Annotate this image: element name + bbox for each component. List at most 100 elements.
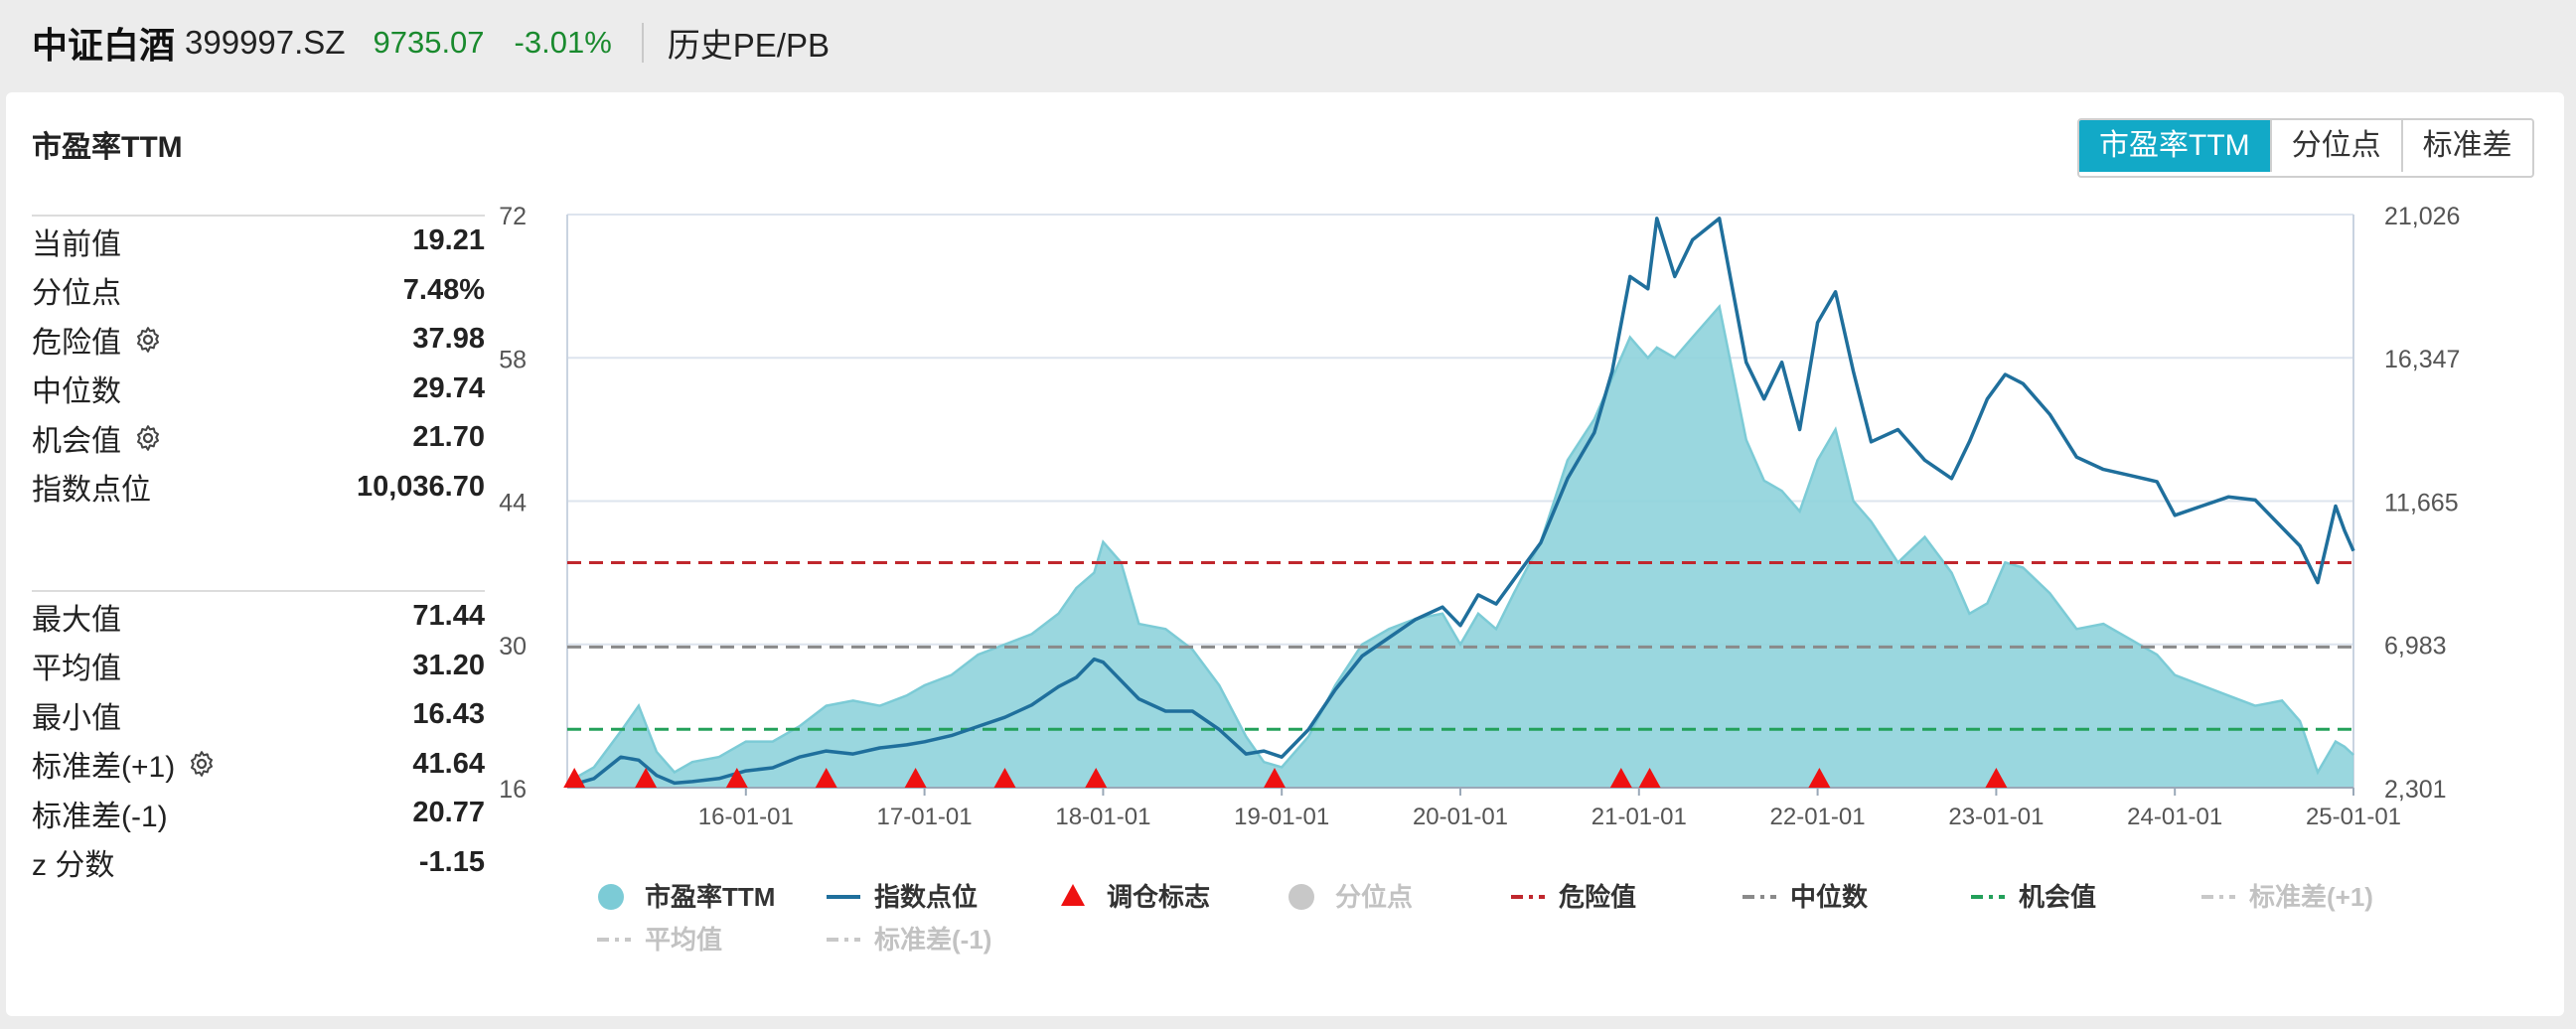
pe-ttm-button[interactable]: 市盈率TTM	[2079, 120, 2270, 172]
legend-chance[interactable]: 机会值	[1971, 882, 2096, 912]
stat-label: 中位数	[32, 375, 121, 409]
gear-icon[interactable]	[133, 423, 163, 453]
stat-value: 71.44	[412, 600, 485, 633]
stat-value: 21.70	[412, 421, 485, 454]
legend-symbol	[598, 884, 624, 910]
x-tick-label: 22-01-01	[1770, 804, 1866, 830]
x-tick-label: 24-01-01	[2127, 804, 2222, 830]
percentile-button[interactable]: 分位点	[2269, 120, 2401, 172]
stat-value: 16.43	[412, 698, 485, 731]
legend-std-plus[interactable]: 标准差(+1)	[2201, 882, 2373, 912]
stat-row: 当前值 19.21	[32, 217, 485, 266]
stat-value: 10,036.70	[356, 470, 485, 503]
stat-label: 最大值	[32, 603, 121, 637]
header-divider	[641, 23, 644, 63]
y-right-tick-label: 2,301	[2384, 776, 2447, 804]
stat-row: 平均值 31.20	[32, 642, 485, 691]
legend-median[interactable]: 中位数	[1743, 882, 1869, 912]
gear-icon[interactable]	[187, 749, 217, 779]
x-tick-label: 17-01-01	[877, 804, 973, 830]
stat-value: 20.77	[412, 797, 485, 829]
rebalance-marker	[635, 768, 658, 788]
index-price: 9735.07	[373, 25, 485, 60]
rebalance-marker	[563, 768, 586, 788]
rebalance-marker	[904, 768, 927, 788]
stat-row: 指数点位 10,036.70	[32, 463, 485, 513]
legend-rebalance[interactable]: 调仓标志	[1061, 882, 1210, 912]
metric-toggle-group: 市盈率TTM 分位点 标准差	[2077, 118, 2534, 178]
chart-panel: 市盈率TTM 市盈率TTM 分位点 标准差 当前值 19.21 分位点 7.48…	[6, 92, 2564, 1016]
stat-label: 平均值	[32, 653, 121, 686]
index-points-line	[566, 217, 2355, 789]
y-left-tick-label: 72	[499, 203, 527, 230]
legend-label: 危险值	[1559, 882, 1636, 912]
stat-label: 分位点	[32, 277, 121, 311]
y-left-tick-label: 58	[499, 346, 527, 373]
y-right-tick-label: 16,347	[2384, 346, 2460, 373]
stat-row: 标准差(+1) 41.64	[32, 740, 485, 790]
stat-label: z 分数	[32, 849, 115, 883]
rebalance-marker	[1085, 768, 1108, 788]
stat-row: 机会值 21.70	[32, 413, 485, 463]
legend-label: 中位数	[1790, 882, 1869, 912]
rebalance-marker	[1264, 768, 1287, 788]
stat-label: 机会值	[32, 416, 163, 460]
stats-current-list: 当前值 19.21 分位点 7.48% 危险值 37.98 中位数 29.74 …	[32, 215, 485, 512]
index-change: -3.01%	[514, 25, 612, 60]
stat-value: 41.64	[412, 747, 485, 780]
stat-label: 标准差(-1)	[32, 800, 168, 833]
y-right-tick-label: 6,983	[2384, 633, 2447, 661]
legend-label: 市盈率TTM	[645, 882, 775, 912]
rebalance-marker	[725, 768, 748, 788]
y-left-tick-label: 30	[499, 633, 527, 661]
pe-chart[interactable]: 16 30 44 58 72 2,301 6,983 11,665 16,347 21,026 16…	[6, 92, 2564, 1016]
pe-ttm-line	[566, 303, 2354, 784]
stat-row: 中位数 29.74	[32, 365, 485, 414]
legend-pe-ttm[interactable]: 市盈率TTM	[598, 882, 775, 912]
legend-label: 指数点位	[874, 882, 978, 912]
legend-label: 平均值	[645, 925, 722, 955]
legend-percentile[interactable]: 分位点	[1288, 882, 1413, 912]
legend-symbol	[1288, 884, 1314, 910]
stat-row: 最大值 71.44	[32, 592, 485, 642]
stat-value: 19.21	[412, 224, 485, 257]
std-dev-button[interactable]: 标准差	[2400, 120, 2532, 172]
rebalance-marker	[1985, 768, 2008, 788]
rebalance-marker	[1638, 768, 1661, 788]
rebalance-marker	[993, 768, 1016, 788]
x-tick-label: 25-01-01	[2306, 804, 2401, 830]
x-tick-label: 23-01-01	[1948, 804, 2044, 830]
legend-average[interactable]: 平均值	[597, 925, 722, 955]
x-tick-label: 21-01-01	[1591, 804, 1687, 830]
legend-index-points[interactable]: 指数点位	[827, 882, 978, 912]
rebalance-marker	[1808, 768, 1831, 788]
stat-label: 指数点位	[32, 474, 151, 508]
stat-value: 37.98	[412, 323, 485, 356]
legend-danger[interactable]: 危险值	[1511, 882, 1636, 912]
panel-title: 市盈率TTM	[32, 131, 183, 164]
x-tick-label: 18-01-01	[1055, 804, 1150, 830]
legend-label: 调仓标志	[1107, 882, 1210, 912]
stat-label: 当前值	[32, 227, 121, 261]
stat-value: 31.20	[412, 649, 485, 681]
stat-label: 危险值	[32, 318, 163, 362]
index-name: 中证白酒	[32, 25, 176, 66]
rebalance-marker	[1609, 768, 1632, 788]
index-header: 中证白酒 399997.SZ 9735.07 -3.01% 历史PE/PB	[0, 0, 2576, 85]
y-right-tick-label: 21,026	[2384, 203, 2460, 230]
legend-std-minus[interactable]: 标准差(-1)	[827, 925, 991, 955]
y-left-tick-label: 44	[499, 490, 527, 517]
x-tick-label: 16-01-01	[698, 804, 794, 830]
legend-label: 标准差(+1)	[2249, 882, 2373, 912]
stat-row: 最小值 16.43	[32, 690, 485, 740]
stat-label: 最小值	[32, 701, 121, 735]
stat-value: 29.74	[412, 371, 485, 404]
stat-row: 分位点 7.48%	[32, 266, 485, 316]
legend-label: 标准差(-1)	[874, 925, 991, 955]
stat-row: 标准差(-1) 20.77	[32, 789, 485, 838]
stats-history-list: 最大值 71.44 平均值 31.20 最小值 16.43 标准差(+1) 41…	[32, 590, 485, 887]
pe-ttm-area	[567, 306, 2353, 788]
gear-icon[interactable]	[133, 325, 163, 355]
history-pe-pb-link[interactable]: 历史PE/PB	[667, 27, 830, 64]
y-right-tick-label: 11,665	[2384, 489, 2459, 516]
